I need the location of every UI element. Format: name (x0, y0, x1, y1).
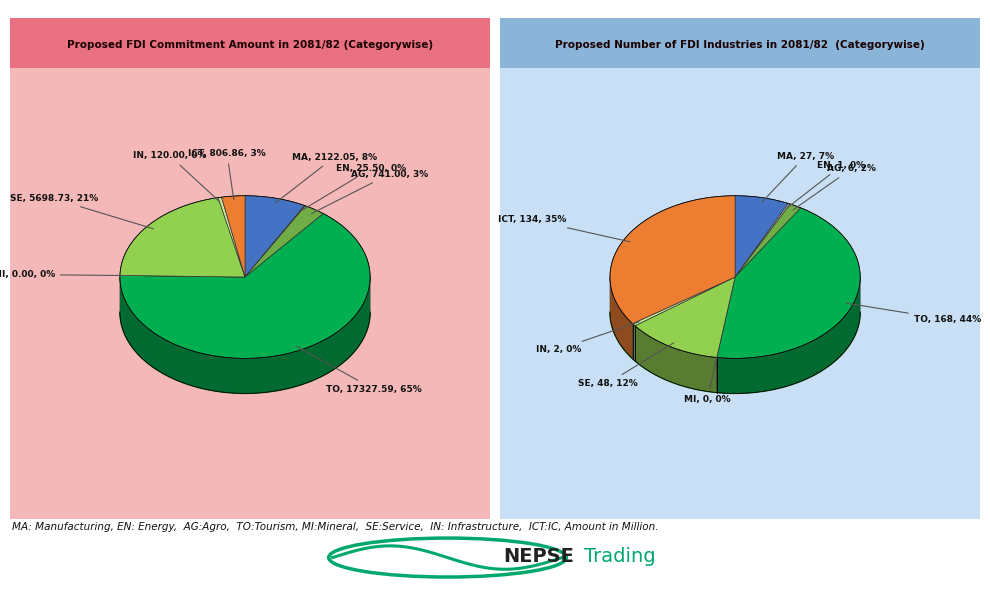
Text: Proposed FDI Commitment Amount in 2081/82 (Categorywise): Proposed FDI Commitment Amount in 2081/8… (67, 40, 433, 50)
Polygon shape (610, 312, 860, 394)
Polygon shape (735, 204, 801, 277)
Text: MI, 0.00, 0%: MI, 0.00, 0% (0, 270, 127, 279)
Text: Proposed Number of FDI Industries in 2081/82  (Categorywise): Proposed Number of FDI Industries in 208… (555, 40, 925, 50)
Polygon shape (610, 196, 735, 324)
Text: Trading: Trading (584, 547, 655, 566)
Polygon shape (120, 214, 370, 358)
Polygon shape (633, 277, 735, 326)
Text: MA: Manufacturing, EN: Energy,  AG:Agro,  TO:Tourism, MI:Mineral,  SE:Service,  : MA: Manufacturing, EN: Energy, AG:Agro, … (12, 522, 658, 532)
Polygon shape (120, 277, 370, 394)
Text: IN, 2, 0%: IN, 2, 0% (536, 322, 640, 354)
Polygon shape (120, 276, 246, 277)
Polygon shape (246, 196, 305, 277)
Text: NEPSE: NEPSE (503, 547, 574, 566)
Text: ICT, 134, 35%: ICT, 134, 35% (498, 215, 631, 242)
Text: IN, 120.00, 0%: IN, 120.00, 0% (134, 152, 220, 202)
Polygon shape (717, 208, 860, 358)
Text: SE, 48, 12%: SE, 48, 12% (578, 343, 674, 388)
Polygon shape (633, 324, 635, 361)
Text: AG, 6, 2%: AG, 6, 2% (793, 165, 876, 210)
Polygon shape (246, 206, 324, 277)
Polygon shape (218, 197, 246, 277)
Polygon shape (717, 277, 735, 358)
Polygon shape (610, 278, 633, 359)
Polygon shape (717, 278, 860, 394)
Polygon shape (120, 312, 370, 394)
Polygon shape (635, 326, 717, 392)
FancyBboxPatch shape (500, 18, 980, 68)
Text: AG, 741.00, 3%: AG, 741.00, 3% (312, 170, 428, 214)
Text: EN, 1, 0%: EN, 1, 0% (787, 161, 865, 208)
Polygon shape (735, 204, 790, 277)
Text: EN, 25.50, 0%: EN, 25.50, 0% (303, 164, 406, 210)
Polygon shape (635, 277, 735, 358)
Text: ICT, 806.86, 3%: ICT, 806.86, 3% (188, 149, 266, 200)
Polygon shape (222, 196, 246, 277)
FancyBboxPatch shape (10, 18, 490, 68)
Text: MA, 27, 7%: MA, 27, 7% (762, 152, 834, 202)
Polygon shape (120, 198, 246, 277)
Text: MA, 2122.05, 8%: MA, 2122.05, 8% (275, 153, 377, 203)
Polygon shape (246, 205, 305, 277)
Text: MI, 0, 0%: MI, 0, 0% (684, 354, 731, 404)
Text: TO, 17327.59, 65%: TO, 17327.59, 65% (296, 346, 422, 394)
Text: SE, 5698.73, 21%: SE, 5698.73, 21% (10, 194, 153, 229)
Polygon shape (735, 196, 788, 277)
Text: TO, 168, 44%: TO, 168, 44% (845, 303, 981, 324)
